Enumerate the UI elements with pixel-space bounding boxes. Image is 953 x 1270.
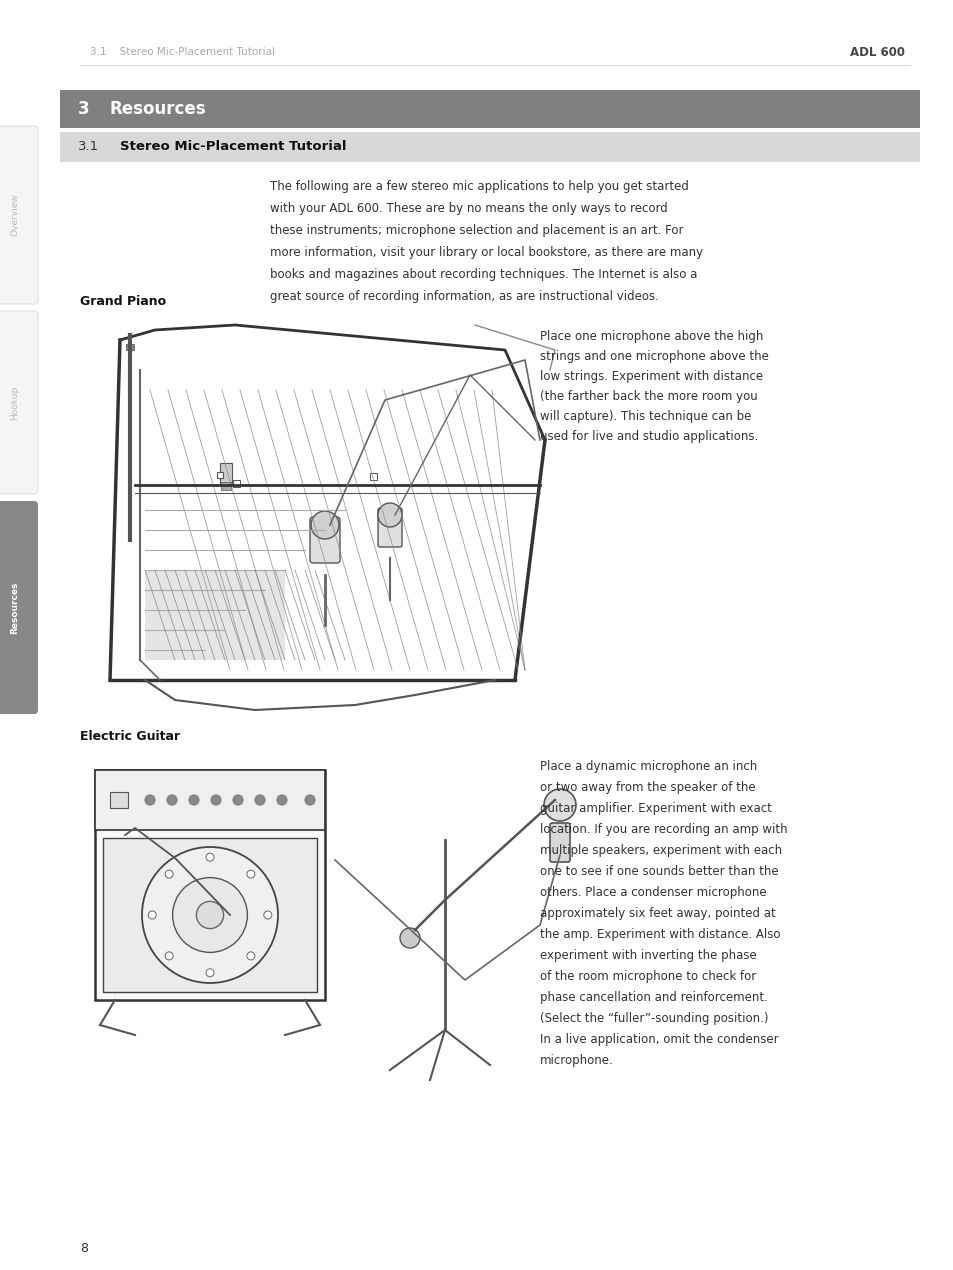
Text: Stereo Mic-Placement Tutorial: Stereo Mic-Placement Tutorial bbox=[120, 141, 346, 154]
FancyBboxPatch shape bbox=[550, 823, 569, 862]
Bar bbox=[220, 464, 232, 483]
FancyBboxPatch shape bbox=[310, 517, 339, 563]
Text: 3.1: 3.1 bbox=[78, 141, 99, 154]
Text: books and magazines about recording techniques. The Internet is also a: books and magazines about recording tech… bbox=[270, 268, 697, 281]
Text: will capture). This technique can be: will capture). This technique can be bbox=[539, 410, 751, 423]
Text: approximately six feet away, pointed at: approximately six feet away, pointed at bbox=[539, 907, 775, 919]
Circle shape bbox=[165, 952, 172, 960]
Bar bbox=[95, 770, 325, 831]
Text: one to see if one sounds better than the: one to see if one sounds better than the bbox=[539, 865, 778, 878]
Text: with your ADL 600. These are by no means the only ways to record: with your ADL 600. These are by no means… bbox=[270, 202, 667, 215]
Bar bbox=[60, 132, 919, 163]
Text: location. If you are recording an amp with: location. If you are recording an amp wi… bbox=[539, 823, 787, 836]
Text: guitar amplifier. Experiment with exact: guitar amplifier. Experiment with exact bbox=[539, 801, 771, 815]
Text: (Select the “fuller”-sounding position.): (Select the “fuller”-sounding position.) bbox=[539, 1012, 768, 1025]
Circle shape bbox=[189, 795, 199, 805]
Circle shape bbox=[148, 911, 156, 919]
Bar bbox=[103, 838, 316, 992]
Bar bbox=[221, 483, 231, 490]
Text: experiment with inverting the phase: experiment with inverting the phase bbox=[539, 949, 756, 961]
Circle shape bbox=[206, 969, 213, 977]
Text: others. Place a condenser microphone: others. Place a condenser microphone bbox=[539, 886, 766, 899]
Circle shape bbox=[247, 952, 254, 960]
Bar bbox=[216, 472, 223, 478]
Text: Place one microphone above the high: Place one microphone above the high bbox=[539, 330, 762, 343]
Circle shape bbox=[196, 902, 223, 928]
FancyBboxPatch shape bbox=[0, 311, 38, 494]
Text: (the farther back the more room you: (the farther back the more room you bbox=[539, 390, 757, 403]
Text: Hookup: Hookup bbox=[10, 385, 19, 419]
Text: 3: 3 bbox=[78, 100, 90, 118]
Text: of the room microphone to check for: of the room microphone to check for bbox=[539, 970, 756, 983]
Circle shape bbox=[167, 795, 177, 805]
Circle shape bbox=[206, 853, 213, 861]
Bar bbox=[60, 90, 919, 128]
Bar bbox=[95, 770, 325, 999]
Text: the amp. Experiment with distance. Also: the amp. Experiment with distance. Also bbox=[539, 928, 780, 941]
Text: Overview: Overview bbox=[10, 193, 19, 236]
Text: strings and one microphone above the: strings and one microphone above the bbox=[539, 351, 768, 363]
Text: great source of recording information, as are instructional videos.: great source of recording information, a… bbox=[270, 290, 659, 304]
Circle shape bbox=[142, 847, 277, 983]
Circle shape bbox=[276, 795, 287, 805]
Circle shape bbox=[233, 795, 243, 805]
Text: The following are a few stereo mic applications to help you get started: The following are a few stereo mic appli… bbox=[270, 180, 688, 193]
Text: 8: 8 bbox=[80, 1242, 88, 1255]
Text: more information, visit your library or local bookstore, as there are many: more information, visit your library or … bbox=[270, 246, 702, 259]
FancyBboxPatch shape bbox=[0, 500, 38, 714]
Text: 3.1    Stereo Mic-Placement Tutorial: 3.1 Stereo Mic-Placement Tutorial bbox=[90, 47, 274, 57]
Circle shape bbox=[311, 511, 338, 538]
Text: used for live and studio applications.: used for live and studio applications. bbox=[539, 431, 758, 443]
Polygon shape bbox=[145, 570, 285, 660]
Circle shape bbox=[305, 795, 314, 805]
Text: multiple speakers, experiment with each: multiple speakers, experiment with each bbox=[539, 845, 781, 857]
Circle shape bbox=[264, 911, 272, 919]
Text: In a live application, omit the condenser: In a live application, omit the condense… bbox=[539, 1033, 778, 1046]
Circle shape bbox=[254, 795, 265, 805]
Text: Place a dynamic microphone an inch: Place a dynamic microphone an inch bbox=[539, 759, 757, 773]
Text: Electric Guitar: Electric Guitar bbox=[80, 730, 180, 743]
Text: these instruments; microphone selection and placement is an art. For: these instruments; microphone selection … bbox=[270, 224, 682, 237]
FancyBboxPatch shape bbox=[377, 508, 401, 547]
Circle shape bbox=[247, 870, 254, 878]
Circle shape bbox=[377, 503, 401, 527]
Bar bbox=[126, 344, 133, 351]
Circle shape bbox=[543, 789, 576, 820]
Circle shape bbox=[165, 870, 172, 878]
Circle shape bbox=[211, 795, 221, 805]
Text: Grand Piano: Grand Piano bbox=[80, 295, 166, 309]
Bar bbox=[370, 472, 376, 480]
Circle shape bbox=[145, 795, 154, 805]
Bar bbox=[233, 480, 240, 486]
Text: Resources: Resources bbox=[110, 100, 207, 118]
Circle shape bbox=[399, 928, 419, 947]
Text: phase cancellation and reinforcement.: phase cancellation and reinforcement. bbox=[539, 991, 767, 1005]
Bar bbox=[110, 792, 128, 808]
Circle shape bbox=[172, 878, 247, 952]
Text: ADL 600: ADL 600 bbox=[849, 46, 904, 58]
FancyBboxPatch shape bbox=[0, 126, 38, 304]
Text: low strings. Experiment with distance: low strings. Experiment with distance bbox=[539, 370, 762, 384]
Text: Resources: Resources bbox=[10, 582, 19, 634]
Text: microphone.: microphone. bbox=[539, 1054, 613, 1067]
Text: or two away from the speaker of the: or two away from the speaker of the bbox=[539, 781, 755, 794]
